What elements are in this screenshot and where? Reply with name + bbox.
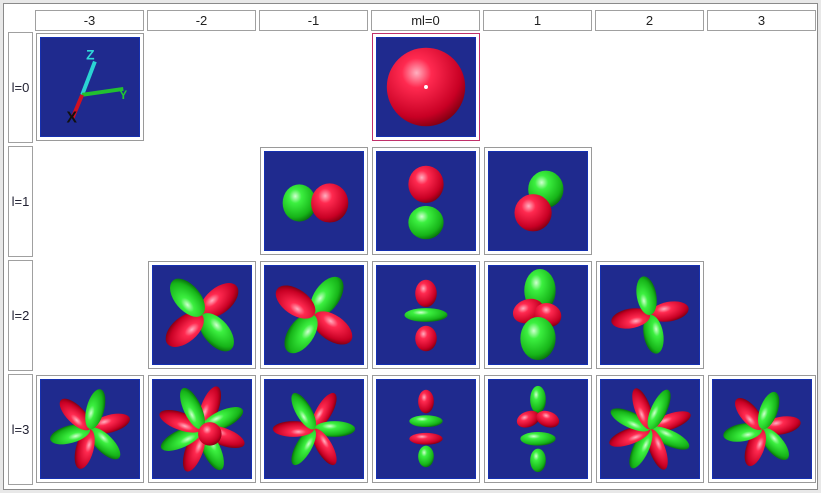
col-header-m0[interactable]: ml=0 (371, 10, 480, 31)
axes-icon: Z Y X (40, 37, 140, 137)
col-header-m2[interactable]: 2 (595, 10, 704, 31)
orbital-cell-f3[interactable] (708, 375, 816, 483)
row-header-l2[interactable]: l=2 (8, 260, 33, 371)
orbital-cell-d2[interactable] (596, 261, 704, 369)
col-header-m3[interactable]: 3 (707, 10, 816, 31)
orbital-cell-d-1[interactable] (260, 261, 368, 369)
orbital-image (264, 151, 364, 251)
svg-text:X: X (66, 109, 77, 126)
orbital-cell-p0[interactable] (372, 147, 480, 255)
orbital-image (488, 379, 588, 479)
orbital-cell-axes[interactable]: Z Y X (36, 33, 144, 141)
row-header-l3[interactable]: l=3 (8, 374, 33, 485)
orbital-image (712, 379, 812, 479)
orbital-image (488, 265, 588, 365)
orbital-image (376, 37, 476, 137)
row-header-l0[interactable]: l=0 (8, 32, 33, 143)
col-header-m-3[interactable]: -3 (35, 10, 144, 31)
orbital-cell-f-3[interactable] (36, 375, 144, 483)
orbital-table: -3 -2 -1 ml=0 1 2 3 l=0 l=1 l=2 l=3 Z Y … (3, 3, 818, 490)
orbital-cell-f-1[interactable] (260, 375, 368, 483)
col-header-m1[interactable]: 1 (483, 10, 592, 31)
svg-text:Y: Y (119, 89, 127, 102)
orbital-image (264, 265, 364, 365)
orbital-image (488, 151, 588, 251)
orbital-image (376, 151, 476, 251)
orbital-image (376, 379, 476, 479)
orbital-cell-d1[interactable] (484, 261, 592, 369)
orbital-cell-p-1[interactable] (260, 147, 368, 255)
orbital-cell-f-2[interactable] (148, 375, 256, 483)
orbital-cell-f2[interactable] (596, 375, 704, 483)
svg-text:Z: Z (86, 48, 94, 63)
orbital-image (600, 265, 700, 365)
orbital-image (152, 265, 252, 365)
orbital-cell-s[interactable] (372, 33, 480, 141)
orbital-image (40, 379, 140, 479)
orbital-cell-p1[interactable] (484, 147, 592, 255)
orbital-image (152, 379, 252, 479)
orbital-cell-d0[interactable] (372, 261, 480, 369)
row-header-l1[interactable]: l=1 (8, 146, 33, 257)
orbital-image (600, 379, 700, 479)
orbital-image (264, 379, 364, 479)
orbital-cell-f0[interactable] (372, 375, 480, 483)
col-header-m-1[interactable]: -1 (259, 10, 368, 31)
orbital-cell-f1[interactable] (484, 375, 592, 483)
col-header-m-2[interactable]: -2 (147, 10, 256, 31)
orbital-image (376, 265, 476, 365)
orbital-cell-d-2[interactable] (148, 261, 256, 369)
